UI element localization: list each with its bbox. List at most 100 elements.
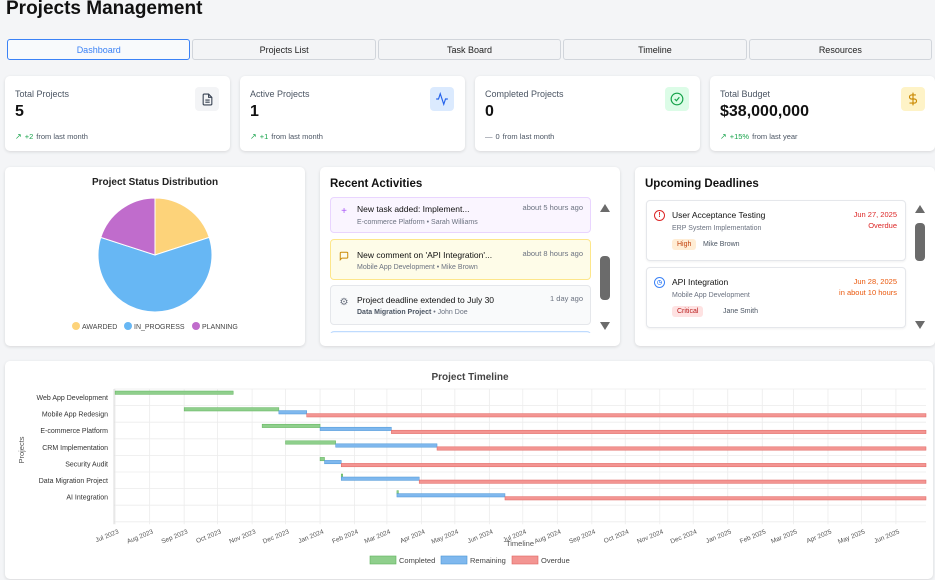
gantt-bar-remaining[interactable] xyxy=(319,426,392,431)
gantt-bar-overdue[interactable] xyxy=(418,479,927,484)
gantt-bar-completed[interactable] xyxy=(261,423,321,428)
legend-swatch-overdue xyxy=(511,555,539,565)
x-axis-label: Timeline xyxy=(506,539,534,548)
x-tick-label: Dec 2024 xyxy=(670,528,699,545)
pie-slice-awarded[interactable] xyxy=(154,197,210,256)
y-tick-label: E-commerce Platform xyxy=(40,428,108,435)
x-tick-label: Jun 2025 xyxy=(873,528,901,545)
trend-up-icon: ↗ xyxy=(720,132,727,141)
legend-swatch-remaining xyxy=(440,555,468,565)
x-tick-label: Jul 2023 xyxy=(94,528,120,544)
gantt-bar-remaining[interactable] xyxy=(396,493,506,498)
section-title: Upcoming Deadlines xyxy=(645,178,759,190)
activity-item[interactable]: ⚙ Project deadline extended to July 30 D… xyxy=(330,285,591,325)
y-axis-label: Projects xyxy=(17,436,26,463)
main-tabs: Dashboard Projects List Task Board Timel… xyxy=(7,39,933,60)
activity-item[interactable] xyxy=(330,331,591,333)
x-tick-label: Aug 2024 xyxy=(534,528,563,545)
gantt-bar-overdue[interactable] xyxy=(436,446,927,451)
trend-flat-icon: — xyxy=(485,132,493,141)
stat-value: 5 xyxy=(15,103,24,120)
x-tick-label: Mar 2024 xyxy=(364,528,392,545)
x-tick-label: Sep 2023 xyxy=(160,528,189,545)
scroll-down-arrow[interactable] xyxy=(915,321,925,329)
stat-title: Active Projects xyxy=(250,89,310,99)
x-tick-label: Feb 2024 xyxy=(331,528,359,545)
stat-title: Completed Projects xyxy=(485,89,564,99)
gantt-bar-overdue[interactable] xyxy=(504,496,927,501)
scroll-thumb[interactable] xyxy=(915,223,925,261)
x-tick-label: Nov 2023 xyxy=(228,528,257,545)
gantt-bar-completed[interactable] xyxy=(183,407,280,412)
legend-swatch-planning xyxy=(192,322,200,330)
project-timeline-card: Project Timeline Timeline Projects Web A… xyxy=(5,361,933,579)
legend-swatch-completed xyxy=(369,555,397,565)
scroll-thumb[interactable] xyxy=(600,256,610,300)
gantt-bar-remaining[interactable] xyxy=(340,476,420,481)
activity-item[interactable]: New comment on 'API Integration'... Mobi… xyxy=(330,239,591,280)
gantt-bar-remaining[interactable] xyxy=(335,443,438,448)
stat-value: 0 xyxy=(485,103,494,120)
deadlines-scrollbar[interactable] xyxy=(915,205,925,333)
gantt-bar-overdue[interactable] xyxy=(391,429,927,434)
gantt-bar-completed[interactable] xyxy=(285,440,336,445)
stat-value: 1 xyxy=(250,103,259,120)
activities-scrollbar[interactable] xyxy=(600,204,610,334)
comment-icon xyxy=(338,250,350,262)
stat-title: Total Budget xyxy=(720,89,771,99)
tab-dashboard[interactable]: Dashboard xyxy=(7,39,191,60)
scroll-up-arrow[interactable] xyxy=(600,204,610,212)
scroll-up-arrow[interactable] xyxy=(915,205,925,213)
gantt-bar-remaining[interactable] xyxy=(324,460,342,465)
status-pie-chart: Project Status Distribution AWARDED IN_P… xyxy=(72,177,238,331)
stat-card-total-budget: Total Budget $38,000,000 ↗ +15% from last … xyxy=(710,76,935,151)
x-tick-label: Nov 2024 xyxy=(636,528,665,545)
trend-up-icon: ↗ xyxy=(250,132,257,141)
deadline-item[interactable]: ◷ API Integration Mobile App Development… xyxy=(646,267,906,328)
priority-badge: Critical xyxy=(672,306,704,317)
legend-swatch-in-progress xyxy=(124,322,132,330)
tab-task-board[interactable]: Task Board xyxy=(377,39,562,60)
activity-icon xyxy=(430,87,454,111)
x-tick-label: Apr 2025 xyxy=(806,528,833,545)
deadline-item[interactable]: ! User Acceptance Testing ERP System Imp… xyxy=(646,200,906,261)
stat-change: ↗ +1 from last month xyxy=(250,132,323,141)
tab-resources[interactable]: Resources xyxy=(748,39,933,60)
gantt-bar-overdue[interactable] xyxy=(340,463,927,468)
tab-projects-list[interactable]: Projects List xyxy=(192,39,376,60)
x-tick-label: Sep 2024 xyxy=(568,528,597,545)
legend-label-awarded: AWARDED xyxy=(82,324,117,331)
x-tick-label: Oct 2024 xyxy=(603,528,630,545)
legend-swatch-awarded xyxy=(72,322,80,330)
x-tick-label: Jan 2025 xyxy=(705,528,733,545)
upcoming-deadlines-card: Upcoming Deadlines ! User Acceptance Tes… xyxy=(635,167,935,346)
activities-list[interactable]: + New task added: Implement... E-commerc… xyxy=(320,197,605,333)
gantt-bar-completed[interactable] xyxy=(114,390,234,395)
gantt-bar-overdue[interactable] xyxy=(306,413,927,418)
clock-icon: ◷ xyxy=(654,277,665,288)
activity-item[interactable]: + New task added: Implement... E-commerc… xyxy=(330,197,591,233)
y-tick-label: CRM Implementation xyxy=(42,445,108,452)
pie-slice-in-progress[interactable] xyxy=(97,236,213,313)
recent-activities-card: Recent Activities + New task added: Impl… xyxy=(320,167,620,346)
x-tick-label: May 2025 xyxy=(837,528,866,545)
assignee: Jane Smith xyxy=(723,308,759,315)
gantt-bar-remaining[interactable] xyxy=(278,410,307,415)
scroll-down-arrow[interactable] xyxy=(600,322,610,330)
y-tick-label: Data Migration Project xyxy=(39,478,108,485)
x-tick-label: Jun 2024 xyxy=(467,528,495,545)
y-tick-label: Security Audit xyxy=(65,461,108,468)
tab-timeline[interactable]: Timeline xyxy=(563,39,747,60)
pie-slice-planning[interactable] xyxy=(100,197,156,256)
gantt-bar-completed[interactable] xyxy=(319,457,325,462)
document-icon xyxy=(195,87,219,111)
section-title: Recent Activities xyxy=(330,178,423,190)
x-tick-label: May 2024 xyxy=(430,528,459,545)
priority-badge: High xyxy=(672,239,697,250)
project-timeline-chart: Project Timeline Timeline Projects Web A… xyxy=(17,372,927,565)
legend-label-completed: Completed xyxy=(399,556,435,565)
plus-icon: + xyxy=(341,205,347,217)
legend-label-remaining: Remaining xyxy=(470,556,506,565)
status-distribution-card: Project Status Distribution AWARDED IN_P… xyxy=(5,167,305,346)
gear-icon: ⚙ xyxy=(339,296,349,308)
